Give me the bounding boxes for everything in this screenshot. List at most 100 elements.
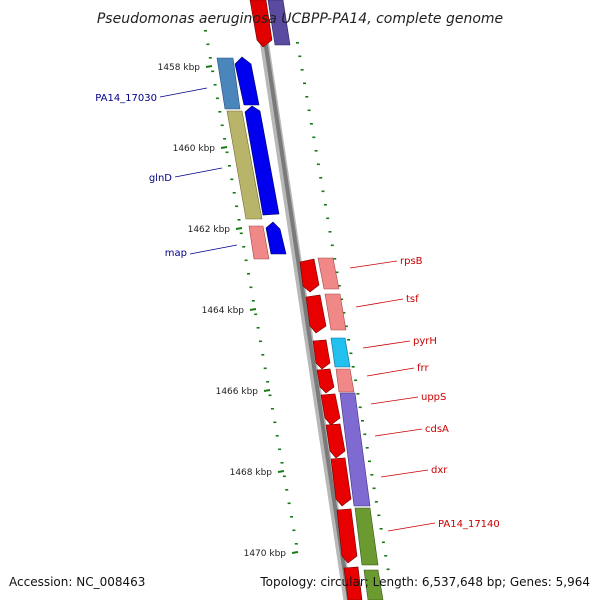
feature-block-bottom-cog[interactable] bbox=[363, 569, 384, 600]
gene-arrow-bottom[interactable] bbox=[343, 566, 363, 600]
kbp-tick-marks bbox=[205, 65, 299, 554]
left-rail-dot bbox=[287, 502, 291, 505]
feature-block-glnD-cog[interactable] bbox=[226, 110, 263, 220]
gene-label-map[interactable]: map bbox=[165, 248, 187, 259]
left-rail-dot bbox=[256, 327, 260, 329]
right-rail-dot bbox=[340, 298, 344, 301]
left-rail-dot bbox=[249, 286, 253, 289]
right-rail-dot bbox=[347, 339, 351, 341]
right-rail-dot bbox=[323, 204, 327, 206]
right-rail-dot bbox=[354, 379, 358, 382]
kbp-label: 1468 kbp bbox=[230, 468, 273, 478]
right-rail-dot bbox=[370, 474, 374, 476]
right-rail-dot bbox=[361, 420, 364, 422]
gene-feature-top[interactable] bbox=[249, 0, 291, 48]
left-rail-dot bbox=[259, 340, 262, 343]
feature-block-rpsB-cog[interactable] bbox=[317, 257, 340, 290]
gene-label-tsf[interactable]: tsf bbox=[406, 294, 419, 305]
gene-label-frr[interactable]: frr bbox=[417, 363, 429, 374]
right-rail-dot bbox=[358, 406, 362, 409]
topology-text: Topology: circular; Length: 6,537,648 bp… bbox=[259, 575, 590, 589]
right-rail-dot bbox=[381, 541, 385, 544]
gene-label-PA14_17140[interactable]: PA14_17140 bbox=[438, 519, 500, 530]
feature-block-uppS-cdsA-dxr-cog[interactable] bbox=[339, 392, 371, 507]
right-rail-dot bbox=[333, 258, 337, 260]
feature-block-PA14_17140-cog[interactable] bbox=[354, 507, 379, 566]
right-label-leaders bbox=[349, 260, 436, 532]
right-rail-dot bbox=[372, 487, 376, 490]
left-rail-dot bbox=[223, 138, 227, 140]
left-rail-dot bbox=[275, 435, 279, 437]
right-rail-dot bbox=[342, 312, 346, 314]
left-rail-dot bbox=[204, 30, 207, 32]
gene-label-PA14_17030[interactable]: PA14_17030 bbox=[95, 93, 157, 104]
feature-block-pyrH-cog[interactable] bbox=[330, 337, 351, 368]
right-rail-dot bbox=[386, 568, 390, 571]
left-rail-dot bbox=[213, 84, 217, 86]
gene-label-pyrH[interactable]: pyrH bbox=[413, 336, 437, 347]
left-rail-dot bbox=[208, 57, 212, 59]
left-rail-dot bbox=[290, 516, 293, 518]
left-rail-dot bbox=[218, 111, 222, 113]
gene-arrow-dxr[interactable] bbox=[330, 457, 352, 507]
feature-block-PA14_17030-cog[interactable] bbox=[216, 57, 241, 110]
accession-text: Accession: NC_008463 bbox=[9, 575, 145, 589]
right-rail-dot bbox=[312, 136, 316, 139]
gene-arrow-cdsA[interactable] bbox=[325, 423, 346, 459]
gene-label-dxr[interactable]: dxr bbox=[431, 465, 448, 476]
right-rail-dot bbox=[319, 177, 323, 179]
left-rail-dot bbox=[225, 151, 229, 154]
left-rail-dot bbox=[215, 97, 219, 100]
gene-arrow-tsf[interactable] bbox=[305, 294, 327, 334]
kbp-label: 1458 kbp bbox=[158, 63, 201, 73]
gene-arrow-PA14_17140[interactable] bbox=[336, 508, 358, 564]
gene-arrow-map[interactable] bbox=[265, 221, 287, 255]
left-rail-dot bbox=[292, 529, 296, 532]
feature-block-map-cog[interactable] bbox=[248, 225, 270, 260]
right-rail-dot bbox=[296, 42, 299, 44]
minor-tick-dots bbox=[204, 30, 390, 571]
gene-label-rpsB[interactable]: rpsB bbox=[400, 256, 423, 267]
feature-block-tsf-cog[interactable] bbox=[324, 293, 347, 331]
left-rail-dot bbox=[278, 448, 282, 451]
feature-block-frr-cog[interactable] bbox=[335, 368, 355, 393]
gene-arrow-frr[interactable] bbox=[316, 368, 335, 394]
right-rail-dot bbox=[309, 123, 313, 125]
left-rail-dot bbox=[285, 489, 289, 491]
left-rail-dot bbox=[261, 354, 265, 356]
right-rail-dot bbox=[307, 109, 311, 112]
gene-arrow-uppS[interactable] bbox=[320, 393, 341, 426]
right-rail-dot bbox=[377, 514, 381, 517]
left-rail-dot bbox=[254, 313, 258, 316]
right-rail-dot bbox=[374, 501, 378, 503]
left-rail-dot bbox=[282, 475, 286, 478]
right-rail-dot bbox=[326, 217, 330, 220]
gene-arrow-PA14_17030[interactable] bbox=[234, 56, 260, 106]
left-rail-dot bbox=[220, 124, 224, 127]
right-rail-dot bbox=[365, 447, 369, 449]
right-rail-dot bbox=[384, 555, 388, 557]
gene-arrow-glnD[interactable] bbox=[244, 105, 280, 216]
map-title: Pseudomonas aeruginosa UCBPP-PA14, compl… bbox=[97, 11, 503, 27]
left-rail-dot bbox=[230, 178, 234, 181]
gene-arrow-rpsB[interactable] bbox=[299, 258, 320, 293]
right-rail-dot bbox=[300, 69, 304, 71]
right-rail-dot bbox=[330, 244, 334, 247]
right-rail-dot bbox=[328, 231, 332, 233]
gene-label-cdsA[interactable]: cdsA bbox=[425, 424, 449, 435]
left-rail-dot bbox=[239, 232, 243, 235]
right-rail-dot bbox=[316, 163, 320, 166]
left-rail-dot bbox=[227, 165, 231, 167]
left-rail-dot bbox=[247, 273, 250, 275]
right-rail-dot bbox=[368, 460, 371, 463]
gene-arrow-pyrH[interactable] bbox=[312, 339, 331, 370]
gene-label-glnD[interactable]: glnD bbox=[149, 173, 172, 184]
gene-label-uppS[interactable]: uppS bbox=[421, 392, 446, 403]
left-rail-dot bbox=[270, 408, 274, 410]
right-rail-dot bbox=[298, 55, 302, 58]
right-rail-dot bbox=[349, 352, 353, 355]
left-rail-dot bbox=[211, 70, 215, 73]
kbp-label: 1466 kbp bbox=[216, 387, 259, 397]
